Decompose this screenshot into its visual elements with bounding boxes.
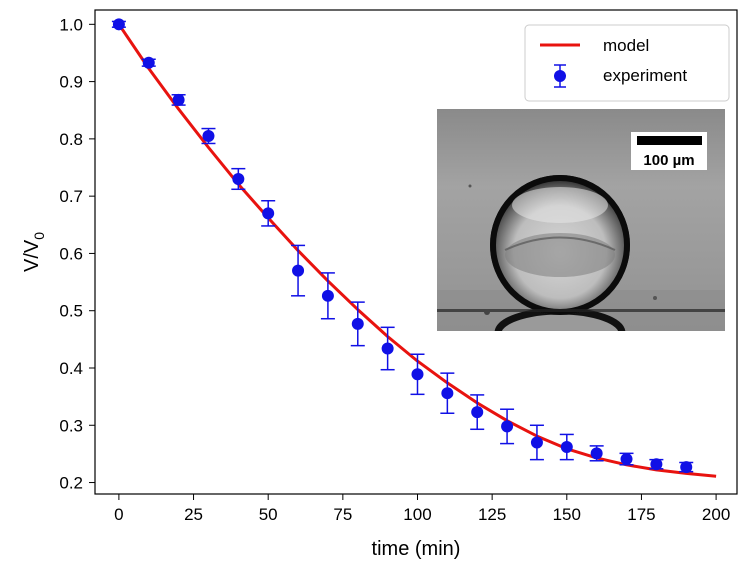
experiment-marker [471,406,484,419]
x-tick-label: 150 [553,505,581,524]
experiment-point [291,244,306,297]
y-tick-label: 0.3 [59,416,83,435]
y-tick-label: 0.7 [59,187,83,206]
experiment-marker [351,317,364,330]
experiment-point [141,56,156,69]
experiment-marker [441,387,454,400]
scale-bar-label: 100 µm [643,152,694,169]
legend-experiment-swatch [554,64,566,88]
experiment-point [111,18,126,31]
experiment-marker [620,453,633,466]
experiment-marker [142,56,155,69]
scale-bar [637,136,702,145]
experiment-point [559,433,574,461]
experiment-marker [560,441,573,454]
legend-model-label: model [603,36,649,55]
x-tick-label: 75 [333,505,352,524]
x-tick-label: 0 [114,505,123,524]
experiment-marker [232,172,245,185]
experiment-marker [202,130,215,143]
x-axis-label: time (min) [372,538,461,560]
y-tick-label: 0.4 [59,359,83,378]
experiment-point [649,458,664,471]
experiment-point [231,167,246,191]
experiment-marker [501,420,514,433]
x-tick-label: 200 [702,505,730,524]
legend: model experiment [524,24,730,102]
experiment-point [171,93,186,106]
y-axis-label: V/V0 [21,232,47,272]
experiment-point [261,199,276,227]
y-tick-label: 0.6 [59,244,83,263]
experiment-marker [530,436,543,449]
experiment-point [500,408,515,445]
experiment-marker [411,368,424,381]
legend-experiment-label: experiment [603,66,687,85]
x-axis-ticks: 0 25 50 75 100 125 150 175 200 [114,494,730,524]
experiment-marker [112,18,125,31]
plot-frame [94,9,738,495]
experiment-point [410,353,425,396]
experiment-point [470,394,485,431]
y-axis-ticks: 0.2 0.3 0.4 0.5 0.6 0.7 0.8 0.9 1.0 [59,15,95,493]
y-tick-label: 0.5 [59,302,83,321]
x-tick-label: 175 [627,505,655,524]
y-axis-label-sub: 0 [31,232,47,240]
experiment-point [201,127,216,145]
y-tick-label: 0.9 [59,73,83,92]
x-tick-label: 125 [478,505,506,524]
experiment-point [619,452,634,466]
experiment-marker [292,264,305,277]
experiment-marker [321,289,334,302]
y-tick-label: 0.8 [59,130,83,149]
experiment-point [529,424,544,461]
experiment-marker [262,207,275,220]
droplet-reflection [494,307,626,331]
x-tick-label: 100 [403,505,431,524]
x-tick-label: 25 [184,505,203,524]
experiment-point [679,461,694,474]
experiment-marker [590,447,603,460]
experiment-marker [381,342,394,355]
experiment-marker [650,458,663,471]
y-tick-label: 0.2 [59,474,83,493]
x-tick-label: 50 [259,505,278,524]
y-tick-label: 1.0 [59,15,83,34]
experiment-point [440,372,455,414]
inset-micrograph: 100 µm [437,109,725,331]
y-axis-label-main: V/V [21,239,43,272]
experiment-point [350,301,365,347]
experiment-marker [172,93,185,106]
experiment-marker [680,461,693,474]
experiment-point [589,445,604,462]
experiment-point [380,326,395,371]
experiment-point [320,272,335,320]
